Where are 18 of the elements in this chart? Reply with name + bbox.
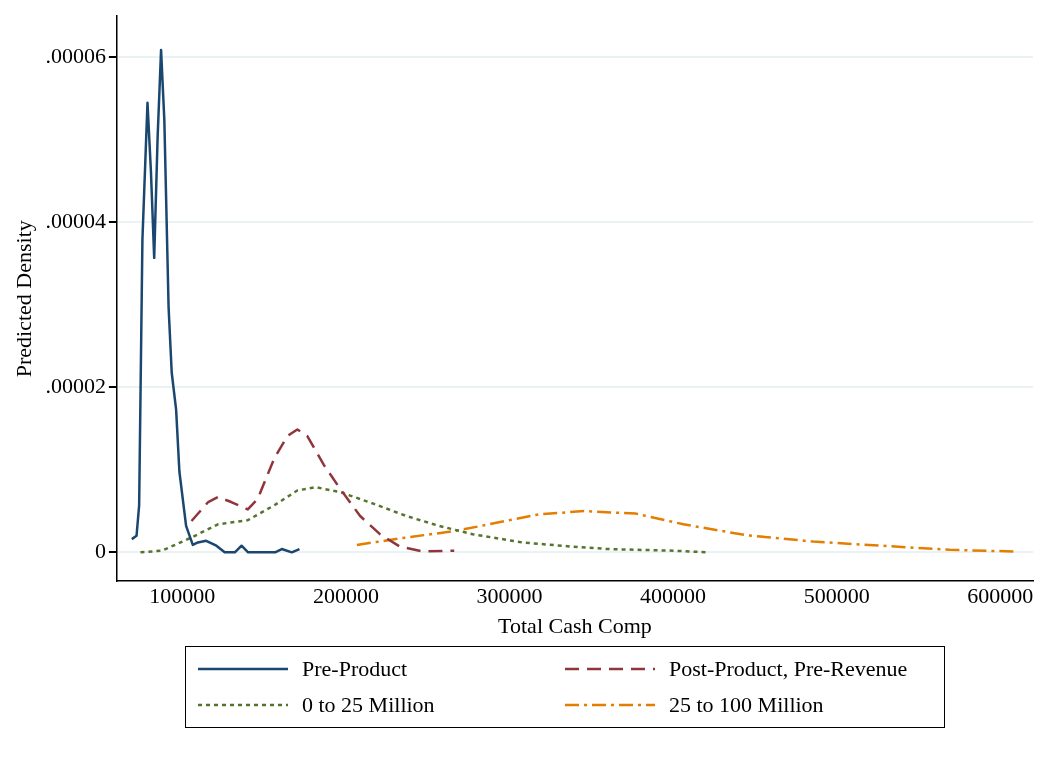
legend-label: Pre-Product bbox=[302, 656, 408, 682]
line-series bbox=[139, 485, 709, 554]
y-tick-label: .00004 bbox=[45, 208, 106, 234]
legend-label: 25 to 100 Million bbox=[669, 692, 824, 718]
legend-label: 0 to 25 Million bbox=[302, 692, 435, 718]
x-tick-label: 500000 bbox=[803, 583, 870, 609]
x-tick-label: 300000 bbox=[476, 583, 543, 609]
y-tick-label: 0 bbox=[94, 538, 106, 564]
line-series bbox=[190, 428, 456, 553]
y-tick-label: .00002 bbox=[45, 373, 106, 399]
x-tick-label: 600000 bbox=[967, 583, 1034, 609]
x-tick-label: 400000 bbox=[640, 583, 707, 609]
legend-label: Post-Product, Pre-Revenue bbox=[669, 656, 908, 682]
x-tick-label: 100000 bbox=[149, 583, 216, 609]
x-axis-title: Total Cash Comp bbox=[498, 612, 652, 638]
x-tick-label: 200000 bbox=[312, 583, 379, 609]
y-tick-label: .00006 bbox=[45, 43, 106, 69]
y-axis-title: Predicted Density bbox=[10, 220, 36, 378]
